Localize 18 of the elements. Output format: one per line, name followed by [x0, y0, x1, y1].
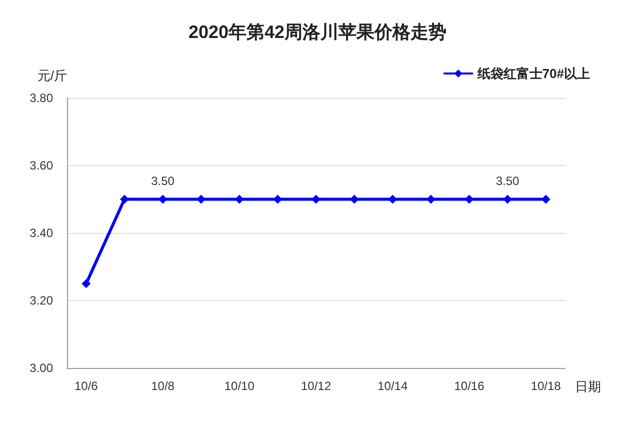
y-tick-label: 3.00: [30, 361, 54, 375]
chart-title: 2020年第42周洛川苹果价格走势: [188, 22, 447, 42]
legend-label: 纸袋红富士70#以上: [476, 66, 590, 81]
y-tick-label: 3.40: [30, 226, 54, 240]
x-tick-label: 10/14: [378, 379, 408, 393]
x-tick-label: 10/10: [224, 379, 255, 393]
x-tick-label: 10/16: [454, 379, 485, 393]
data-label: 3.50: [151, 174, 175, 188]
x-axis-title: 日期: [575, 379, 601, 394]
y-axis-title: 元/斤: [37, 68, 67, 83]
x-tick-label: 10/8: [151, 379, 175, 393]
y-tick-label: 3.20: [30, 294, 54, 308]
x-tick-label: 10/18: [530, 379, 562, 393]
y-tick-label: 3.80: [30, 91, 54, 105]
y-tick-label: 3.60: [30, 158, 54, 172]
x-tick-label: 10/12: [300, 379, 332, 393]
x-tick-label: 10/6: [74, 379, 98, 393]
data-label: 3.50: [496, 174, 520, 188]
